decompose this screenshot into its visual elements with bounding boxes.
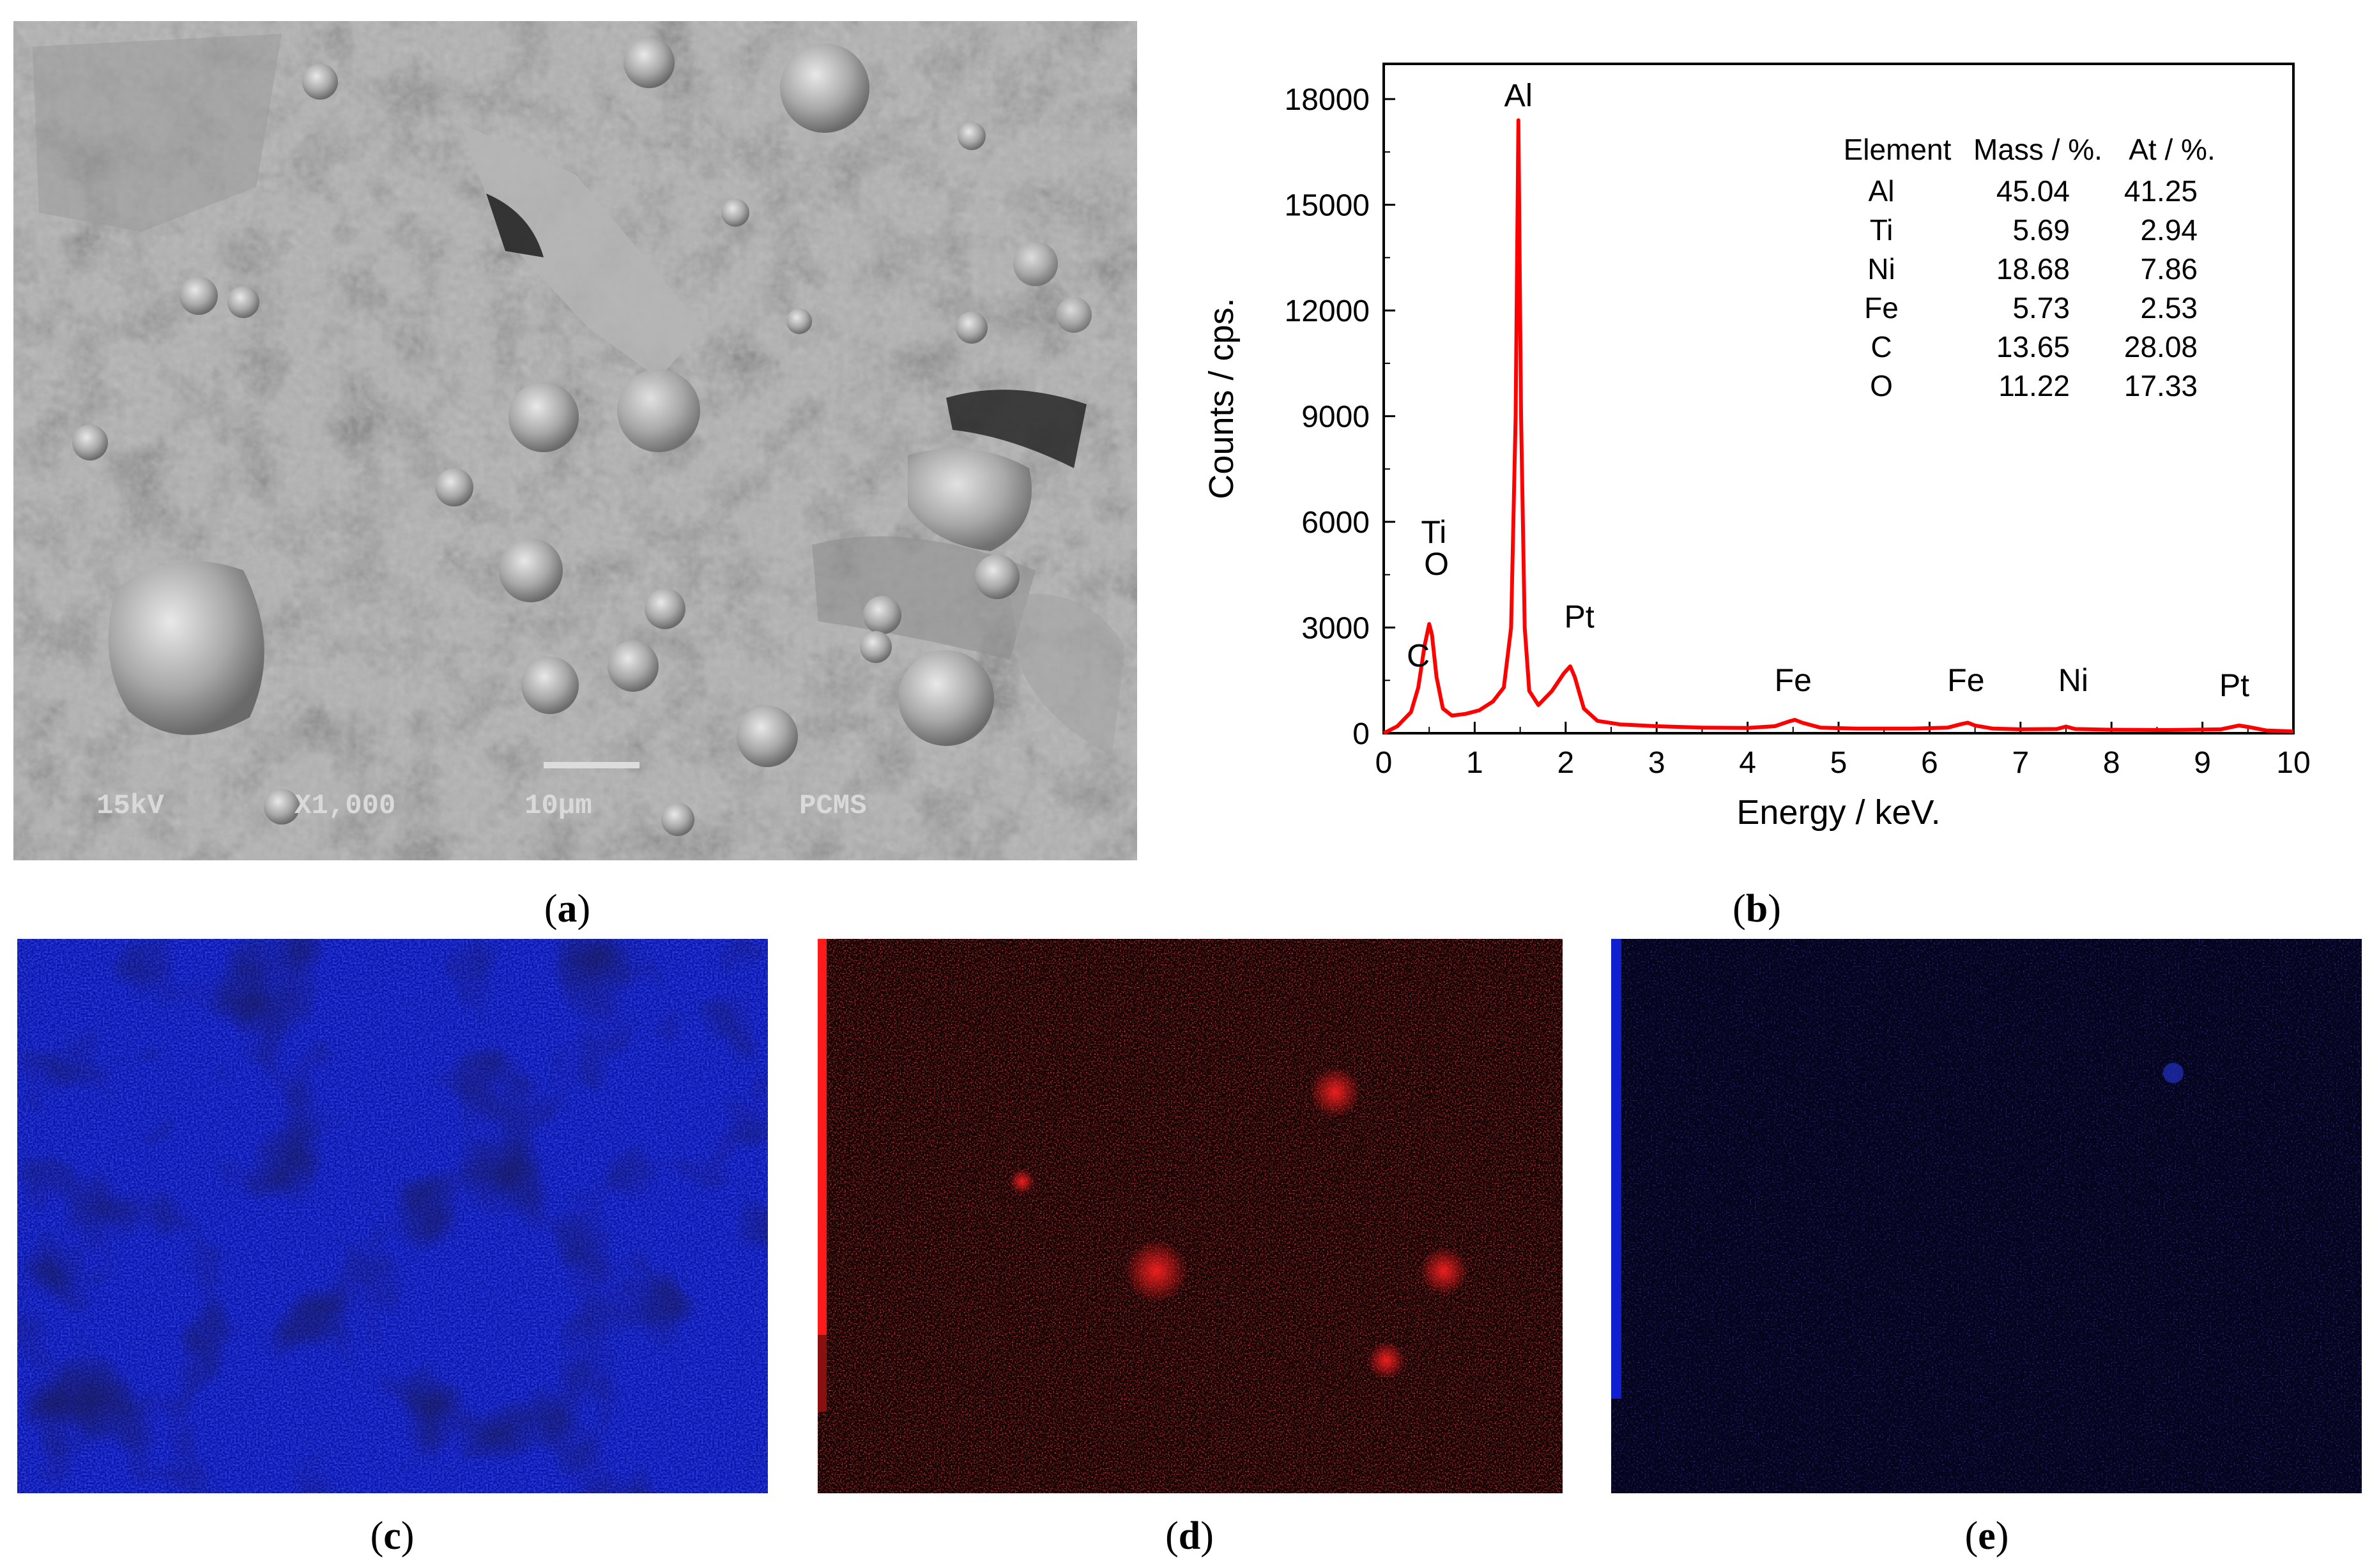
peak-label: Fe [1947,662,1984,698]
caption-a: (a) [544,887,591,931]
table-cell: 5.69 [2012,213,2070,247]
y-tick-label: 9000 [1301,400,1370,434]
peak-label: Ni [2058,662,2088,698]
table-header: Element [1844,133,1952,166]
x-tick-label: 0 [1375,746,1393,780]
table-cell: 5.73 [2012,291,2070,324]
x-tick-label: 9 [2194,746,2211,780]
table-cell: C [1871,330,1892,363]
peak-label: Fe [1775,662,1812,698]
table-cell: 17.33 [2124,369,2198,402]
element-map-c [17,939,768,1493]
peak-label: Ti [1421,514,1446,550]
table-cell: Fe [1864,291,1899,324]
x-tick-label: 6 [1921,746,1938,780]
table-cell: O [1870,369,1893,402]
peak-label: Al [1504,77,1533,113]
table-cell: 2.53 [2140,291,2198,324]
x-tick-label: 4 [1739,746,1756,780]
table-cell: 13.65 [1996,330,2070,363]
y-axis-label: Counts / cps. [1202,298,1241,499]
spectrum-line [1382,118,2294,735]
peak-label: Pt [2219,667,2249,703]
y-tick-label: 12000 [1285,294,1370,328]
x-tick-label: 10 [2276,746,2310,780]
table-cell: 41.25 [2124,174,2198,208]
sem-voltage: 15kV [96,790,164,822]
y-tick-label: 6000 [1301,506,1370,540]
x-axis-label: Energy / keV. [1736,793,1940,832]
table-cell: 2.94 [2140,213,2198,247]
element-map-d-drawing [818,939,1563,1493]
table-cell: 18.68 [1996,252,2070,285]
element-map-d [818,939,1563,1493]
table-cell: Ni [1867,252,1895,285]
sem-tag: PCMS [799,790,867,822]
peak-label: C [1407,637,1430,673]
peak-label: O [1424,546,1449,582]
table-cell: 45.04 [1996,174,2070,208]
table-header: Mass / %. [1973,133,2102,166]
x-tick-label: 2 [1557,746,1574,780]
y-tick-label: 0 [1352,717,1370,751]
element-map-e [1611,939,2362,1493]
x-tick-label: 5 [1830,746,1848,780]
table-cell: 28.08 [2124,330,2198,363]
x-tick-label: 3 [1648,746,1665,780]
table-cell: 11.22 [1998,369,2070,402]
table-cell: Ti [1870,213,1894,247]
x-tick-label: 8 [2103,746,2120,780]
caption-d: (d) [1165,1514,1214,1558]
x-tick-label: 7 [2012,746,2029,780]
table-cell: Al [1869,174,1895,208]
y-tick-label: 3000 [1301,612,1370,646]
element-map-e-drawing [1611,939,2362,1493]
peak-label: Pt [1565,599,1595,635]
sem-scale-text: 10μm [524,790,592,822]
caption-c: (c) [370,1514,415,1558]
y-tick-label: 18000 [1285,83,1370,117]
x-tick-label: 1 [1466,746,1483,780]
eds-spectrum-chart: 0 1 2 3 4 5 6 7 8 9 10 0 3000 6000 9000 12000 15000 18000… [1202,63,2311,832]
table-header: At / %. [2129,133,2215,166]
caption-b: (b) [1733,887,1781,931]
sem-surface-drawing: 15kV X1,000 10μm PCMS [13,21,1137,860]
caption-e: (e) [1964,1514,2009,1558]
element-map-c-drawing [17,939,768,1493]
table-cell: 7.86 [2140,252,2198,285]
sem-scale-bar [544,762,639,768]
sem-micrograph: 15kV X1,000 10μm PCMS [13,21,1137,860]
y-tick-label: 15000 [1285,189,1370,223]
sem-magnification: X1,000 [295,790,395,822]
